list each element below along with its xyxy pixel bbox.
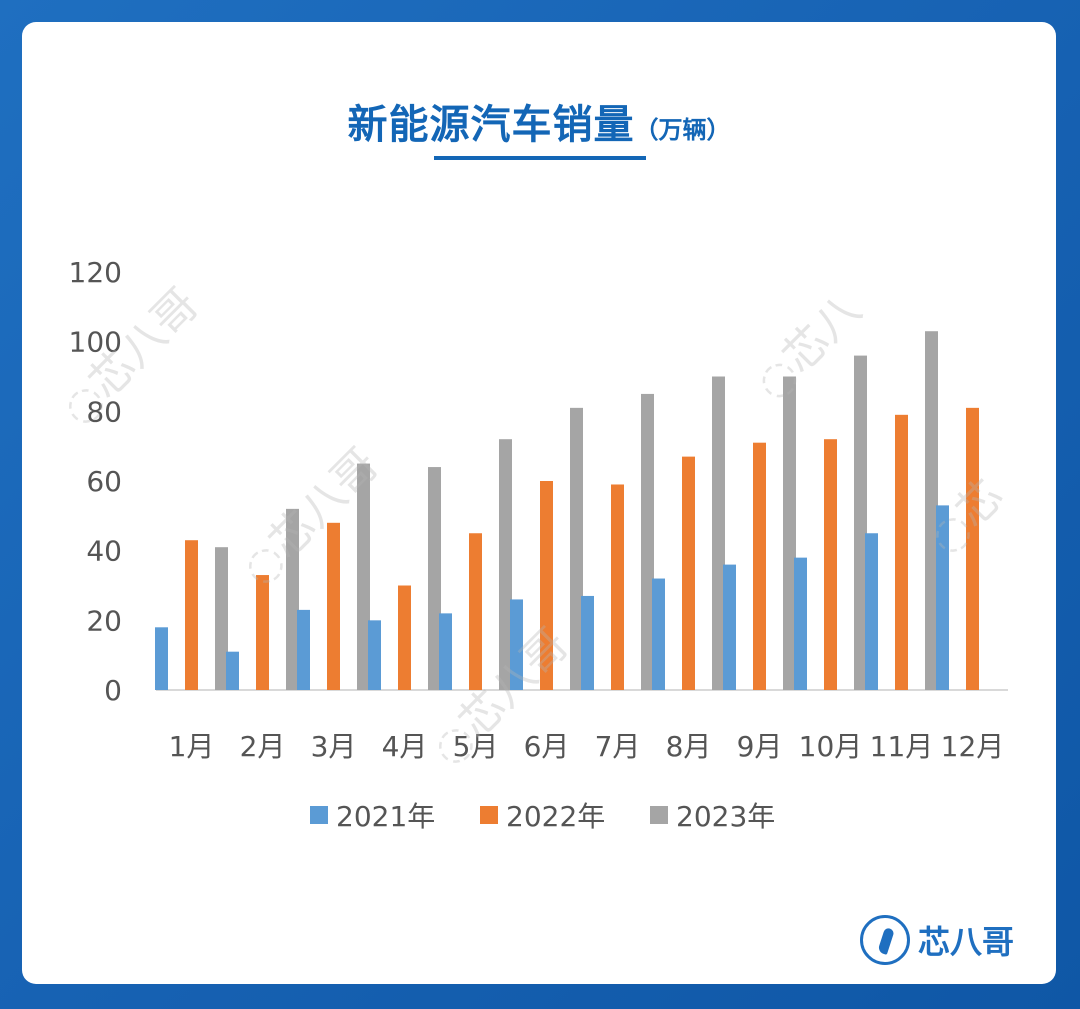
x-tick-label: 8月: [666, 730, 712, 763]
bar-2022年-3月: [327, 522, 340, 690]
x-tick-label: 9月: [737, 730, 783, 763]
bar-2023年-5月: [499, 439, 512, 690]
bar-2022年-11月: [895, 414, 908, 690]
x-tick-label: 10月: [799, 730, 863, 763]
bar-2023年-6月: [570, 407, 583, 690]
bar-2021年-3月: [297, 609, 310, 690]
chart-title: 新能源汽车销量（万辆）: [22, 92, 1056, 150]
y-tick-label: 100: [69, 326, 122, 359]
legend-label: 2023年: [676, 800, 775, 833]
x-tick-label: 3月: [311, 730, 357, 763]
legend-label: 2021年: [336, 800, 435, 833]
bar-chart: 0 20 40 60 80 100 120 1月 2月 3月 4月 5月 6月 7月 8月 9月 10月 11月…: [69, 256, 1008, 833]
y-tick-label: 20: [86, 604, 122, 637]
bar-2021年-4月: [368, 620, 381, 690]
legend-label: 2022年: [506, 800, 605, 833]
chart-title-main: 新能源汽车销量: [347, 102, 635, 148]
legend-swatch: [650, 806, 668, 824]
bar-2022年-1月: [185, 540, 198, 690]
bar-2023年-9月: [783, 376, 796, 690]
bar-2021年-5月: [439, 613, 452, 690]
bar-2021年-6月: [510, 599, 523, 690]
bar-2022年-12月: [966, 407, 979, 690]
y-axis: 0 20 40 60 80 100 120: [69, 256, 122, 707]
x-tick-label: 1月: [169, 730, 215, 763]
bar-2023年-2月: [286, 508, 299, 690]
bar-2021年-8月: [652, 578, 665, 690]
x-tick-label: 4月: [382, 730, 428, 763]
x-axis: 1月 2月 3月 4月 5月 6月 7月 8月 9月 10月 11月 12月: [169, 730, 1005, 763]
x-tick-label: 5月: [453, 730, 499, 763]
y-tick-label: 80: [86, 395, 122, 428]
title-underline: [434, 156, 646, 160]
bar-2021年-10月: [794, 557, 807, 690]
bar-2021年-9月: [723, 564, 736, 690]
bar-2022年-7月: [611, 484, 624, 690]
brand-name: 芯八哥: [918, 923, 1015, 961]
legend-swatch: [310, 806, 328, 824]
legend-swatch: [480, 806, 498, 824]
x-tick-label: 2月: [240, 730, 286, 763]
x-tick-label: 7月: [595, 730, 641, 763]
bar-2021年-1月: [155, 627, 168, 690]
bird-logo-icon: [860, 915, 910, 965]
bar-2023年-7月: [641, 393, 654, 690]
bar-2022年-9月: [753, 442, 766, 690]
bar-2023年-10月: [854, 355, 867, 690]
bar-2023年-3月: [357, 463, 370, 690]
bar-2022年-5月: [469, 533, 482, 690]
y-tick-label: 120: [69, 256, 122, 289]
y-tick-label: 0: [104, 674, 122, 707]
bar-2021年-11月: [865, 533, 878, 690]
chart-card: 新能源汽车销量（万辆） 0 20 40 60 80 100 120 1月 2月 3月 4月 5月 6月…: [22, 22, 1056, 984]
bar-2021年-12月: [936, 505, 949, 690]
bar-2021年-2月: [226, 651, 239, 690]
bar-2023年-1月: [215, 547, 228, 690]
bars-group: [155, 331, 979, 690]
bar-2022年-4月: [398, 585, 411, 690]
y-tick-label: 40: [86, 535, 122, 568]
x-tick-label: 12月: [941, 730, 1005, 763]
legend: 2021年 2022年 2023年: [310, 800, 775, 833]
bar-2022年-2月: [256, 575, 269, 690]
bar-2022年-10月: [824, 439, 837, 690]
chart-title-unit: （万辆）: [634, 116, 731, 144]
y-tick-label: 60: [86, 465, 122, 498]
x-tick-label: 6月: [524, 730, 570, 763]
bar-2021年-7月: [581, 595, 594, 690]
bar-2022年-8月: [682, 456, 695, 690]
bar-2023年-8月: [712, 376, 725, 690]
bar-2022年-6月: [540, 481, 553, 690]
bar-2023年-11月: [925, 331, 938, 690]
brand-logo: 芯八哥: [860, 915, 1014, 965]
x-tick-label: 11月: [870, 730, 934, 763]
bar-2023年-4月: [428, 467, 441, 690]
